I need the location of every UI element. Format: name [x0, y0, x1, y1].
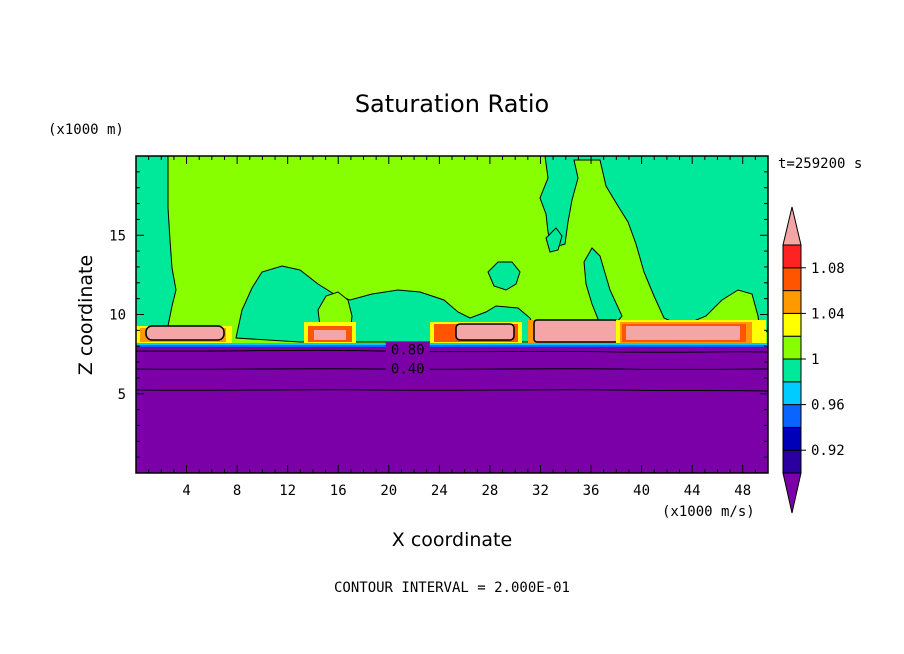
- colorbar-min-arrow: [782, 472, 802, 514]
- colorbar: 0.92 0.96 1 1.04 1.08: [782, 206, 845, 514]
- x-tick-label: 20: [380, 483, 397, 499]
- y-axis: 5 10 15: [109, 171, 768, 458]
- colorbar-segment: [782, 449, 802, 474]
- x-tick-label: 16: [330, 483, 347, 499]
- x-tick-label: 4: [182, 483, 190, 499]
- colorbar-segment: [782, 426, 802, 451]
- x-tick-label: 24: [431, 483, 448, 499]
- contour-labels: 0.80 0.40: [385, 341, 430, 377]
- colorbar-segment: [782, 358, 802, 383]
- colorbar-segment: [782, 267, 802, 292]
- colorbar-label: 1: [811, 352, 819, 368]
- x-axis: 4 8 12 16 20 24 28 32 36 40 44 48: [148, 156, 756, 499]
- colorbar-label: 0.92: [811, 443, 845, 459]
- x-tick-label: 44: [684, 483, 701, 499]
- region-subsaturated-2: [487, 261, 521, 291]
- colorbar-label: 1.08: [811, 261, 845, 277]
- contour-line-0.80: [136, 349, 768, 353]
- contour-label: 0.80: [391, 342, 425, 358]
- colorbar-label: 0.96: [811, 398, 845, 414]
- colorbar-segment: [782, 335, 802, 360]
- y-axis-title: Z coordinate: [75, 255, 97, 375]
- chart-title: Saturation Ratio: [355, 90, 549, 118]
- contour-line-0.40: [136, 368, 768, 370]
- x-tick-label: 32: [532, 483, 549, 499]
- contour-line-low: [136, 389, 768, 392]
- colorbar-segment: [782, 312, 802, 337]
- cloud-layer: [136, 319, 766, 346]
- inversion-band-2: [136, 345, 768, 347]
- x-tick-label: 12: [279, 483, 296, 499]
- x-tick-label: 48: [734, 483, 751, 499]
- contour-label-bg: [385, 360, 430, 375]
- region-subsaturated-3: [545, 227, 563, 253]
- colorbar-segment: [782, 381, 802, 406]
- colorbar-segment: [782, 290, 802, 314]
- x-unit-label: (x1000 m/s): [662, 504, 755, 520]
- y-tick-label: 10: [109, 308, 126, 324]
- contour-label-bg: [385, 341, 430, 356]
- x-axis-title: X coordinate: [392, 529, 512, 551]
- x-tick-label: 36: [583, 483, 600, 499]
- inversion-band: [136, 343, 768, 346]
- contour-label: 0.40: [391, 361, 425, 377]
- colorbar-max-arrow: [782, 206, 802, 246]
- lower-field: [136, 347, 768, 473]
- contour-interval-label: CONTOUR INTERVAL = 2.000E-01: [334, 580, 570, 596]
- x-tick-label: 8: [233, 483, 241, 499]
- y-unit-label: (x1000 m): [48, 122, 124, 138]
- colorbar-segment: [782, 244, 802, 269]
- y-tick-label: 5: [118, 387, 126, 403]
- colorbar-segment: [782, 404, 802, 428]
- colorbar-label: 1.04: [811, 306, 845, 322]
- y-tick-label: 15: [109, 228, 126, 244]
- time-label: t=259200 s: [778, 156, 862, 172]
- x-tick-label: 40: [633, 483, 650, 499]
- x-tick-label: 28: [481, 483, 498, 499]
